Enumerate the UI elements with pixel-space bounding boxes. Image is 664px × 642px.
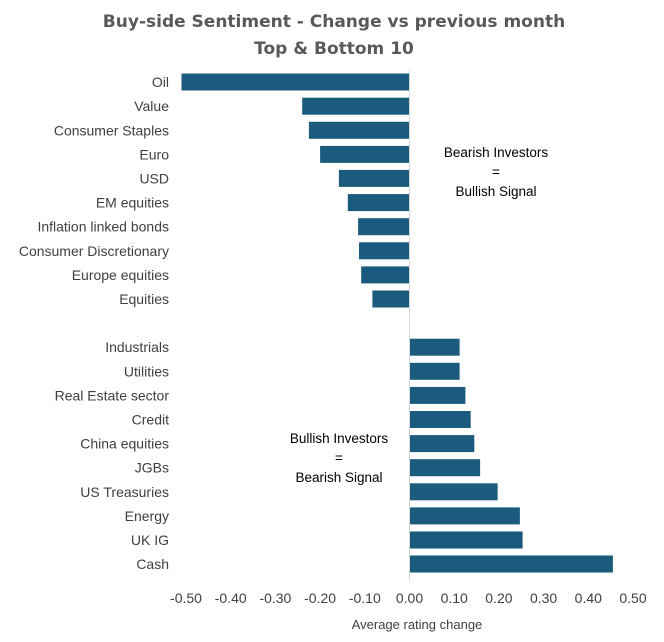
bar-jgbs: [409, 459, 481, 477]
bar-china-equities: [409, 435, 475, 453]
x-tick-label: -0.20: [304, 590, 336, 606]
category-label: Utilities: [124, 363, 169, 379]
category-label: Consumer Discretionary: [19, 243, 169, 259]
bar-cash: [409, 555, 613, 573]
x-tick-label: 0.30: [530, 590, 557, 606]
x-axis-label: Average rating change: [352, 617, 483, 632]
category-label: Real Estate sector: [55, 387, 170, 403]
bar-credit: [409, 411, 471, 428]
category-label: UK IG: [131, 532, 169, 548]
bar-uk-ig: [409, 531, 523, 549]
category-label: Energy: [125, 508, 169, 524]
category-label: Inflation linked bonds: [37, 219, 169, 235]
bar-usd: [338, 169, 410, 187]
category-label: Europe equities: [72, 267, 169, 283]
bar-oil: [181, 73, 410, 91]
category-label: Industrials: [105, 339, 169, 355]
bar-consumer-discretionary: [359, 242, 410, 260]
category-label: JGBs: [135, 460, 169, 476]
x-tick-label: -0.50: [170, 590, 202, 606]
bar-value: [302, 97, 410, 115]
category-label: Cash: [136, 556, 169, 572]
chart-title: Buy-side Sentiment - Change vs previous …: [103, 12, 565, 32]
x-tick-label: -0.30: [259, 590, 291, 606]
bar-utilities: [409, 362, 460, 380]
bar-energy: [409, 507, 520, 525]
bar-industrials: [409, 338, 460, 356]
annotation-line: =: [335, 451, 343, 466]
bar-consumer-staples: [308, 121, 410, 139]
x-tick-label: 0.00: [396, 590, 423, 606]
category-label: China equities: [80, 436, 169, 452]
category-label: Oil: [152, 74, 169, 90]
x-tick-label: -0.40: [215, 590, 247, 606]
bar-equities: [372, 290, 410, 308]
annotation-line: Bullish Investors: [290, 431, 389, 446]
annotation-line: Bullish Signal: [455, 184, 536, 199]
bar-em-equities: [347, 194, 410, 212]
x-tick-label: -0.10: [349, 590, 381, 606]
category-label: Value: [134, 98, 169, 114]
x-tick-label: 0.40: [575, 590, 602, 606]
category-label: Euro: [139, 146, 169, 162]
x-tick-label: 0.10: [441, 590, 468, 606]
bar-group: [181, 73, 613, 573]
annotations: Bearish Investors = Bullish Signal Bullish …: [290, 145, 549, 485]
bar-euro: [320, 145, 410, 163]
category-label: Credit: [132, 412, 169, 428]
chart-subtitle: Top & Bottom 10: [254, 39, 414, 59]
category-label: Consumer Staples: [54, 122, 169, 138]
x-tick-label: 0.20: [485, 590, 512, 606]
category-labels: Oil Value Consumer Staples Euro USD EM equiti…: [19, 74, 170, 572]
bar-europe-equities: [361, 266, 410, 284]
x-tick-label: 0.50: [619, 590, 646, 606]
annotation-line: Bearish Signal: [295, 470, 382, 485]
category-label: USD: [139, 170, 169, 186]
bar-inflation-linked-bonds: [358, 218, 410, 236]
bar-us-treasuries: [409, 483, 498, 501]
annotation-line: Bearish Investors: [444, 145, 549, 160]
category-label: EM equities: [96, 195, 169, 211]
category-label: US Treasuries: [80, 484, 169, 500]
category-label: Equities: [119, 291, 169, 307]
x-tick-labels: -0.50 -0.40 -0.30 -0.20 -0.10 0.00 0.10 0.20 0.3…: [170, 590, 647, 606]
annotation-line: =: [492, 165, 500, 180]
bar-real-estate-sector: [409, 386, 466, 404]
